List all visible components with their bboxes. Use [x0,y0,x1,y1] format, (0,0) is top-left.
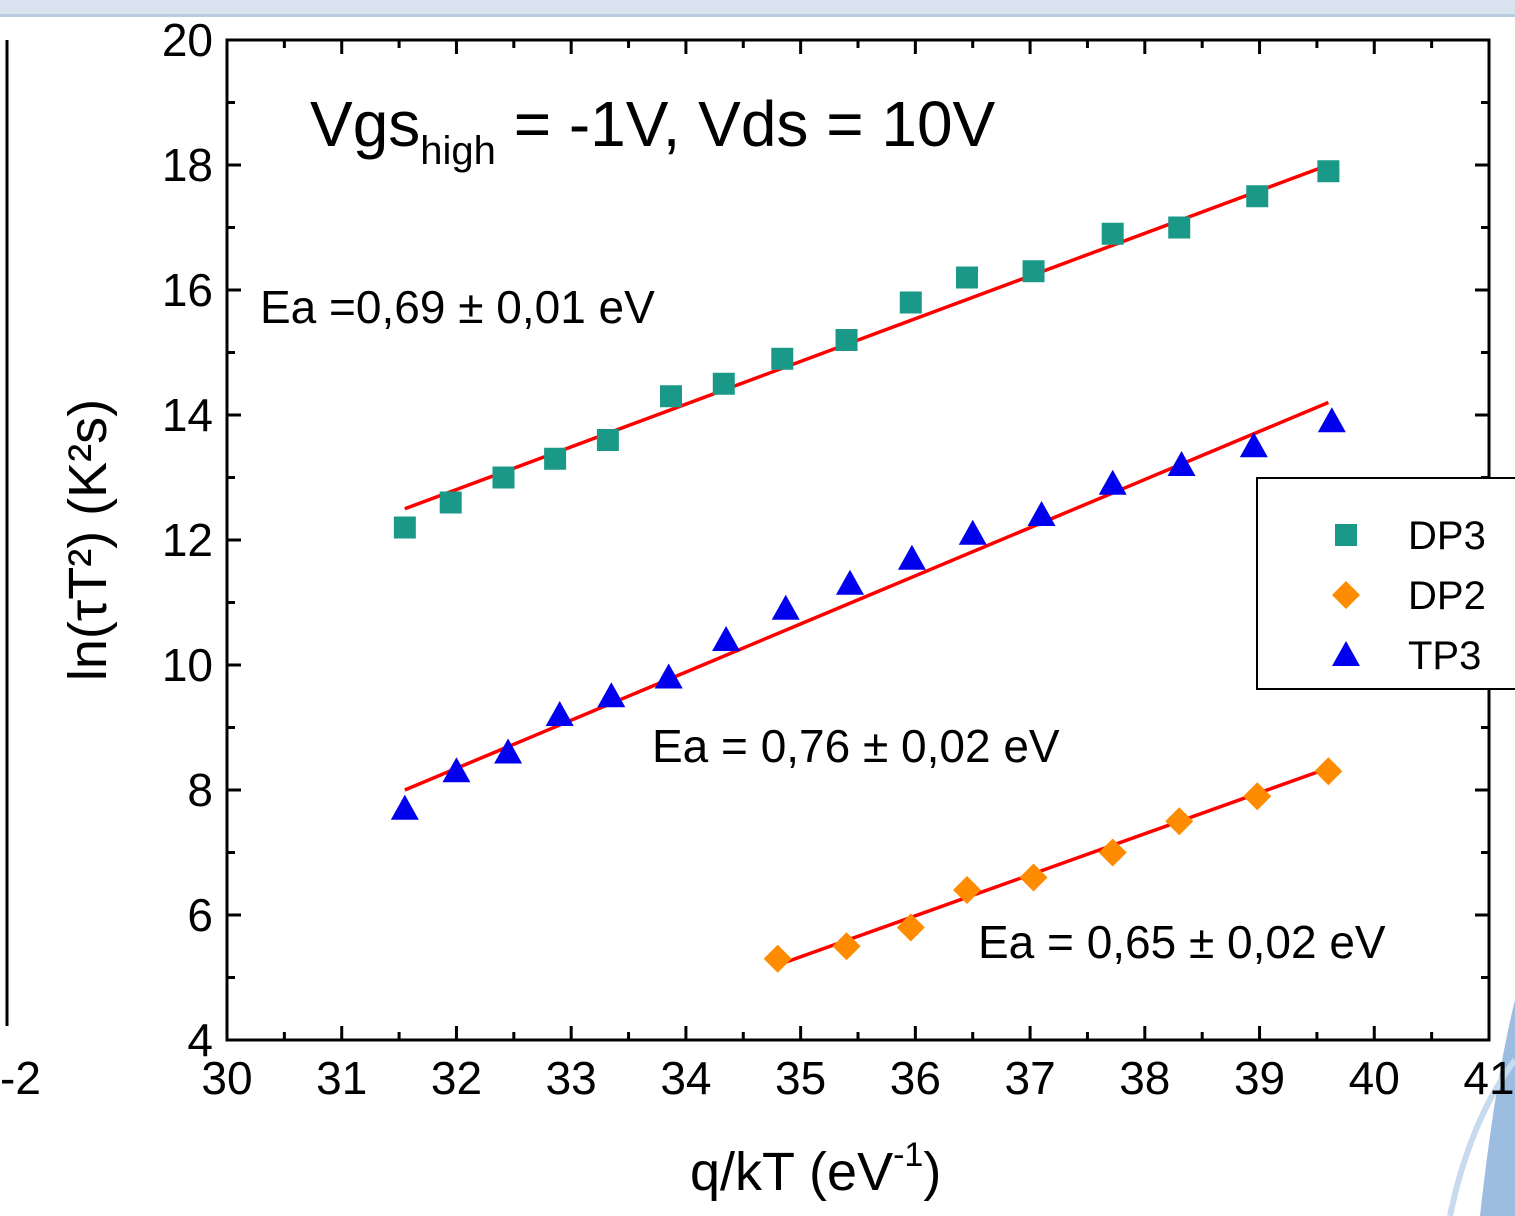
x-tick-label: 37 [1005,1052,1056,1104]
marker-dp3 [1168,216,1191,239]
slide-corner-swoosh [1480,1000,1515,1216]
legend-label-tp3: TP3 [1408,634,1481,678]
legend-label-dp3: DP3 [1408,514,1486,558]
y-axis-tick-labels: 4 6 8 10 12 14 16 18 20 [162,14,213,1066]
x-axis-title-close: ) [923,1142,941,1202]
y-tick-label: 14 [162,389,213,441]
marker-dp3 [596,429,619,451]
y-tick-label: 10 [162,639,213,691]
marker-dp2 [952,876,981,904]
legend-marker-tp3 [1332,641,1360,666]
marker-dp3 [771,347,794,370]
marker-tp3 [835,569,864,595]
marker-dp2 [896,913,925,942]
slide-top-band [0,0,1515,14]
fit-line-dp2 [777,766,1329,967]
y-tick-label: 6 [187,889,213,941]
chart-title: Vgshigh = -1V, Vds = 10V [310,88,996,173]
annotation-tp3-ea: Ea = 0,76 ± 0,02 eV [652,720,1060,772]
marker-tp3 [494,738,523,764]
marker-dp2 [1019,863,1048,892]
x-tick-label: 33 [546,1052,597,1104]
x-axis-tick-labels: 30 31 32 33 34 35 36 37 38 39 40 41 [201,1052,1514,1104]
legend-label-dp2: DP2 [1408,574,1486,618]
marker-tp3 [958,519,987,545]
marker-tp3 [1098,469,1127,495]
axis-ticks [225,38,1491,1042]
x-axis-title-main: q/kT (eV [690,1142,893,1202]
x-tick-label: 36 [890,1052,941,1104]
y-tick-label: 18 [162,139,213,191]
marker-dp3 [439,491,462,514]
legend: DP3 DP2 TP3 [1256,477,1515,690]
x-axis-title-superscript: -1 [893,1136,923,1174]
marker-tp3 [1239,432,1268,458]
left-plot-clipped-tick-label: -2 [0,1052,41,1104]
data-markers [390,160,1346,973]
x-tick-label: 35 [775,1052,826,1104]
marker-dp3 [1101,222,1124,245]
y-axis-title: ln(τT²) (K²s) [58,399,118,681]
marker-tp3 [545,701,574,726]
x-axis-title: q/kT (eV-1) [690,1136,941,1202]
chart-title-rest: = -1V, Vds = 10V [496,88,996,160]
marker-dp3 [835,329,858,351]
marker-dp3 [712,372,735,395]
x-tick-label: 40 [1349,1052,1400,1104]
marker-tp3 [897,544,926,570]
legend-box [1256,477,1515,690]
marker-dp3 [1317,160,1340,183]
slide-corner-curve [1447,1058,1515,1216]
marker-tp3 [442,757,471,783]
x-tick-label: 41 [1463,1052,1514,1104]
marker-tp3 [712,626,741,651]
marker-dp3 [899,291,922,314]
marker-dp2 [1314,757,1343,786]
marker-tp3 [1167,451,1196,476]
marker-dp3 [393,516,416,539]
marker-dp2 [763,944,792,973]
marker-dp3 [1022,260,1045,283]
annotation-dp2-ea: Ea = 0,65 ± 0,02 eV [978,916,1386,968]
legend-marker-dp3 [1335,524,1357,546]
marker-dp3 [659,385,682,408]
marker-dp3 [1246,185,1269,208]
x-tick-label: 32 [431,1052,482,1104]
marker-tp3 [1317,407,1346,433]
marker-dp3 [544,447,567,470]
x-tick-label: 30 [201,1052,252,1104]
marker-tp3 [654,663,683,689]
x-tick-label: 31 [316,1052,367,1104]
y-tick-label: 12 [162,514,213,566]
y-tick-label: 20 [162,14,213,66]
marker-tp3 [1027,501,1056,526]
marker-tp3 [597,682,626,708]
marker-dp2 [1165,807,1194,836]
x-tick-label: 34 [660,1052,711,1104]
legend-marker-dp2 [1332,581,1360,609]
chart-title-main: Vgs [310,88,420,160]
marker-dp3 [955,266,978,289]
marker-tp3 [771,594,800,620]
slide-top-line [0,14,1515,17]
x-tick-label: 38 [1119,1052,1170,1104]
annotation-dp3-ea: Ea =0,69 ± 0,01 eV [260,281,655,333]
chart-title-subscript: high [420,129,496,173]
y-tick-label: 8 [187,764,213,816]
y-tick-label: 4 [187,1014,213,1066]
marker-dp2 [1098,838,1127,867]
y-tick-label: 16 [162,264,213,316]
x-tick-label: 39 [1234,1052,1285,1104]
marker-dp2 [832,932,861,961]
marker-tp3 [390,794,419,820]
marker-dp3 [492,466,515,489]
marker-dp2 [1243,782,1272,811]
